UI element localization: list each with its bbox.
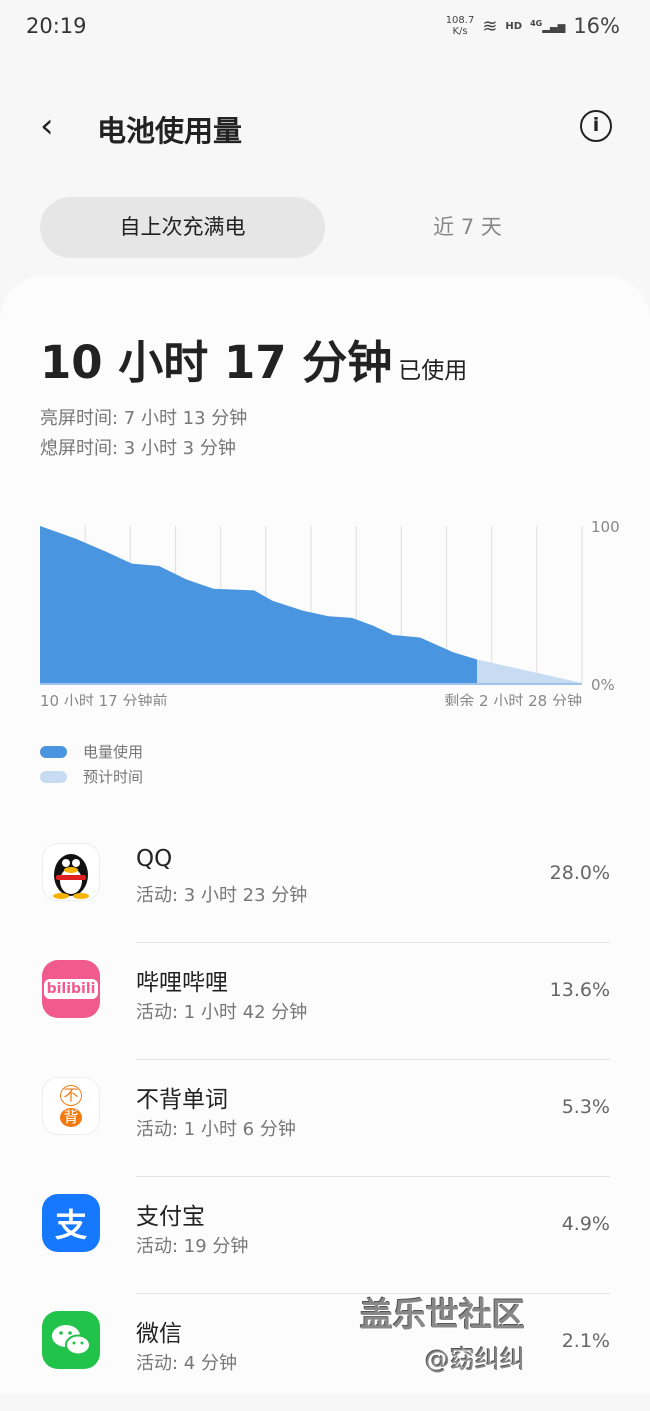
divider bbox=[136, 1176, 610, 1177]
wechat-icon bbox=[42, 1311, 100, 1369]
period-tabs: 自上次充满电 近 7 天 bbox=[40, 197, 610, 258]
header: ‹ 电池使用量 i bbox=[0, 100, 650, 156]
network-type: 4G bbox=[530, 18, 543, 28]
alipay-icon: 支 bbox=[42, 1194, 100, 1252]
legend-item-usage: 电量使用 bbox=[40, 741, 143, 762]
watermark-line2: @窈纠纠 bbox=[424, 1345, 525, 1374]
network-speed: 108.7 K/s bbox=[446, 15, 475, 37]
app-percent: 28.0% bbox=[549, 862, 610, 884]
app-percent: 13.6% bbox=[549, 979, 610, 1001]
watermark-line1: 盖乐世社区 bbox=[360, 1295, 525, 1334]
usage-card: 10 小时 17 分钟 已使用 亮屏时间: 7 小时 13 分钟 熄屏时间: 3 … bbox=[0, 276, 650, 1394]
app-name: 微信 bbox=[136, 1321, 182, 1347]
list-item[interactable]: 不背 不背单词 活动: 1 小时 6 分钟 5.3% bbox=[0, 1060, 650, 1177]
back-icon[interactable]: ‹ bbox=[40, 106, 54, 146]
app-activity: 活动: 1 小时 42 分钟 bbox=[136, 1002, 308, 1023]
watermark: 盖乐世社区 @窈纠纠 bbox=[360, 1288, 525, 1376]
hd-icon: HD bbox=[505, 20, 523, 32]
screen-off-time: 熄屏时间: 3 小时 3 分钟 bbox=[40, 438, 236, 459]
status-bar: 20:19 108.7 K/s ≋ HD 4G▂▄▆ 16% bbox=[0, 0, 650, 56]
x-start-label: 10 小时 17 分钟前 bbox=[40, 692, 167, 706]
bubei-icon: 不背 bbox=[42, 1077, 100, 1135]
icon-text: 支 bbox=[54, 1206, 87, 1244]
app-list: QQ 活动: 3 小时 23 分钟 28.0% bilibili 哔哩哔哩 活动… bbox=[0, 826, 650, 1411]
app-name: QQ bbox=[136, 846, 173, 872]
x-end-label: 剩余 2 小时 28 分钟 bbox=[444, 692, 582, 706]
app-percent: 2.1% bbox=[561, 1330, 610, 1352]
app-activity: 活动: 3 小时 23 分钟 bbox=[136, 885, 308, 906]
legend-swatch bbox=[40, 770, 67, 783]
app-percent: 5.3% bbox=[561, 1096, 610, 1118]
speed-unit: K/s bbox=[452, 26, 468, 37]
signal-icon: 4G▂▄▆ bbox=[530, 18, 566, 34]
app-activity: 活动: 4 分钟 bbox=[136, 1353, 237, 1374]
list-item[interactable]: bilibili 哔哩哔哩 活动: 1 小时 42 分钟 13.6% bbox=[0, 943, 650, 1060]
app-percent: 4.9% bbox=[561, 1213, 610, 1235]
tab-since-full-charge[interactable]: 自上次充满电 bbox=[40, 197, 325, 258]
list-item[interactable]: QQ 活动: 3 小时 23 分钟 28.0% bbox=[0, 826, 650, 943]
app-activity: 活动: 19 分钟 bbox=[136, 1236, 249, 1257]
icon-text: 背 bbox=[60, 1108, 82, 1127]
qq-icon bbox=[42, 843, 100, 901]
divider bbox=[136, 1293, 610, 1294]
battery-level: 16% bbox=[573, 14, 620, 38]
ytick-bottom: 0% bbox=[591, 676, 615, 694]
list-item[interactable]: 微信 活动: 4 分钟 2.1% bbox=[0, 1294, 650, 1411]
icon-text: 不 bbox=[60, 1085, 82, 1106]
app-name: 不背单词 bbox=[136, 1087, 228, 1113]
legend-label: 电量使用 bbox=[83, 743, 144, 761]
projected-area bbox=[477, 659, 582, 683]
legend-label: 预计时间 bbox=[83, 768, 144, 786]
bilibili-icon: bilibili bbox=[42, 960, 100, 1018]
used-label: 已使用 bbox=[398, 358, 468, 384]
app-name: 哔哩哔哩 bbox=[136, 970, 228, 996]
info-icon[interactable]: i bbox=[580, 110, 612, 142]
page-title: 电池使用量 bbox=[97, 114, 243, 148]
tab-last-7-days[interactable]: 近 7 天 bbox=[433, 215, 502, 239]
clock: 20:19 bbox=[26, 14, 87, 38]
icon-text: bilibili bbox=[43, 979, 99, 999]
wifi-icon: ≋ bbox=[482, 15, 498, 37]
legend-swatch bbox=[40, 745, 67, 758]
speed-value: 108.7 bbox=[445, 15, 475, 26]
divider bbox=[136, 1059, 610, 1060]
legend-item-projected: 预计时间 bbox=[40, 766, 143, 787]
total-usage-value: 10 小时 17 分钟 bbox=[40, 336, 393, 389]
ytick-top: 100 bbox=[591, 518, 620, 536]
total-usage: 10 小时 17 分钟 已使用 bbox=[40, 326, 467, 391]
list-item[interactable]: 支 支付宝 活动: 19 分钟 4.9% bbox=[0, 1177, 650, 1294]
app-name: 支付宝 bbox=[136, 1204, 205, 1230]
battery-chart: 100 0% 10 小时 17 分钟前 剩余 2 小时 28 分钟 bbox=[40, 518, 620, 706]
screen-on-time: 亮屏时间: 7 小时 13 分钟 bbox=[40, 408, 248, 429]
usage-area bbox=[40, 526, 478, 683]
divider bbox=[136, 942, 610, 943]
app-activity: 活动: 1 小时 6 分钟 bbox=[136, 1119, 296, 1140]
